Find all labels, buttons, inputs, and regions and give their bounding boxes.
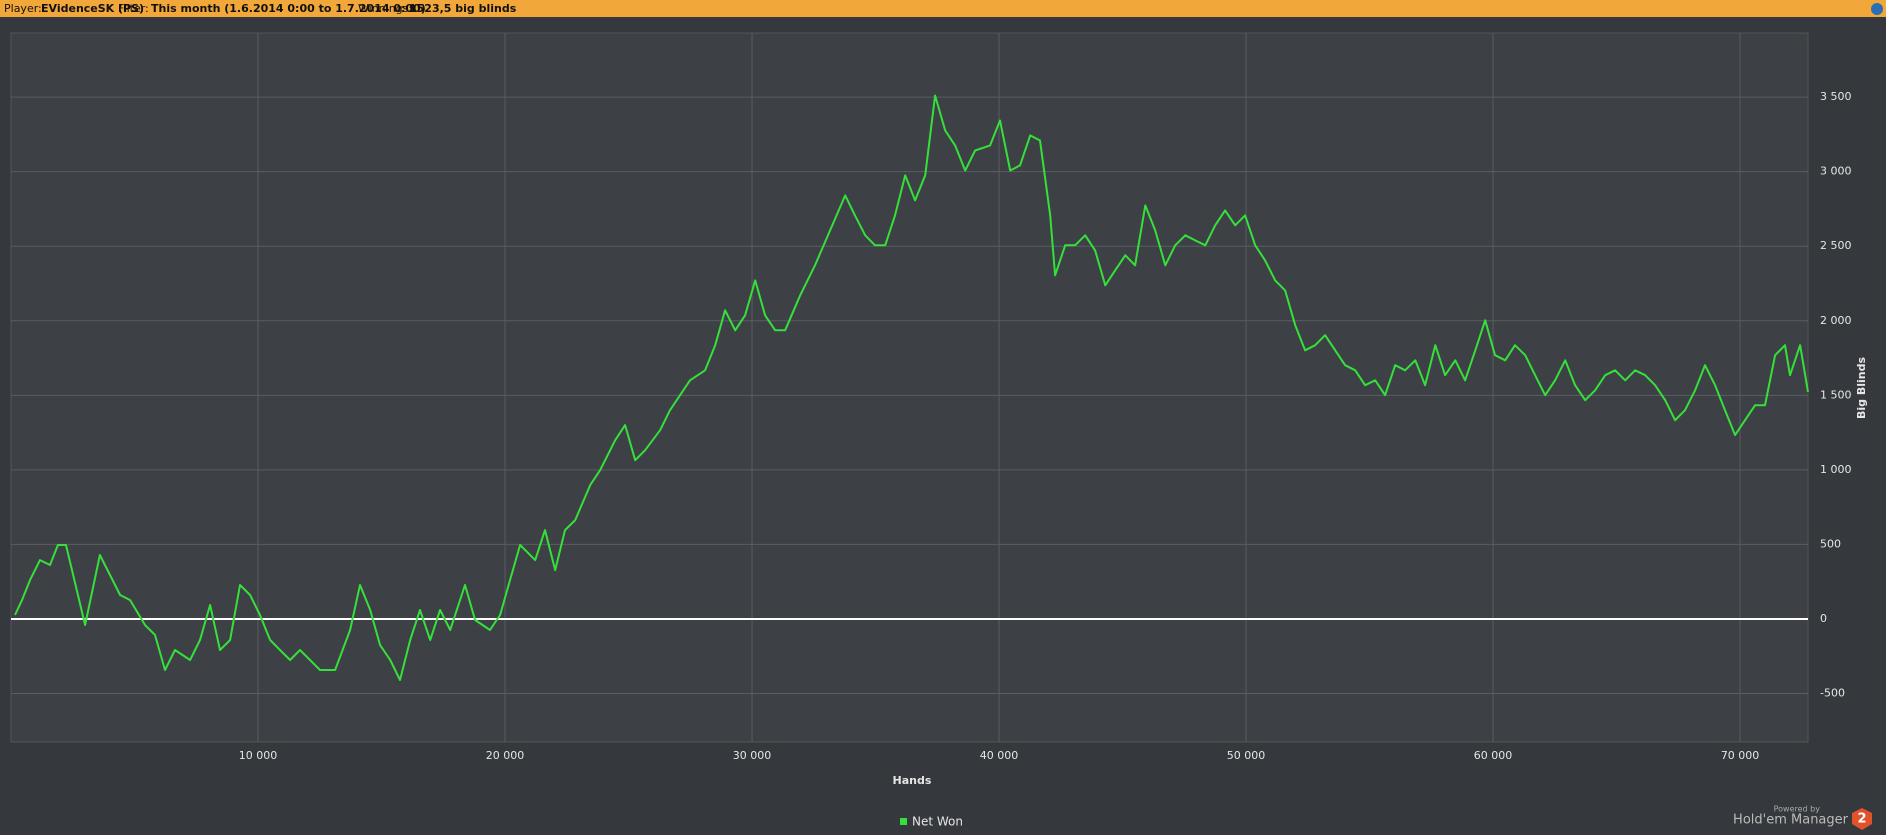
header-bar [0,0,1886,17]
y-tick-label: 1 000 [1820,463,1852,476]
legend-label: Net Won [912,815,963,829]
series-line [14,94,1809,681]
x-tick-label: 20 000 [486,749,525,762]
winnings-label: Winnings: [358,2,412,15]
x-tick-label: 40 000 [980,749,1019,762]
player-label: Player: [4,2,42,15]
x-tick-label: 60 000 [1474,749,1513,762]
brand-logo [1852,808,1872,830]
filter: This month (1.6.2014 0:00 to 1.7.2014 0:… [151,2,426,15]
y-axis-label: Big Blinds [1855,357,1868,419]
y-tick-label: 2 000 [1820,314,1852,327]
legend-swatch [900,818,907,825]
x-tick-label: 10 000 [239,749,278,762]
powered-by: Powered by [1774,805,1821,814]
y-tick-label: -500 [1820,687,1845,700]
y-tick-label: 0 [1820,612,1827,625]
brand-name: Hold'em Manager [1733,813,1849,828]
x-tick-label: 30 000 [733,749,772,762]
player: EVidenceSK (PS) [41,2,144,15]
brand-version: 2 [1857,812,1866,827]
y-tick-label: 1 500 [1820,388,1852,401]
x-axis-label: Hands [893,774,932,787]
plot-area [10,32,1809,743]
filter-label: Filter: [118,2,149,15]
y-tick-label: 500 [1820,537,1841,550]
y-tick-label: 3 500 [1820,90,1852,103]
y-tick-label: 2 500 [1820,239,1852,252]
x-tick-label: 70 000 [1721,749,1760,762]
x-tick-label: 50 000 [1227,749,1266,762]
winnings: 1523,5 big blinds [409,2,517,15]
help-icon[interactable] [1871,3,1883,15]
y-tick-label: 3 000 [1820,165,1852,178]
